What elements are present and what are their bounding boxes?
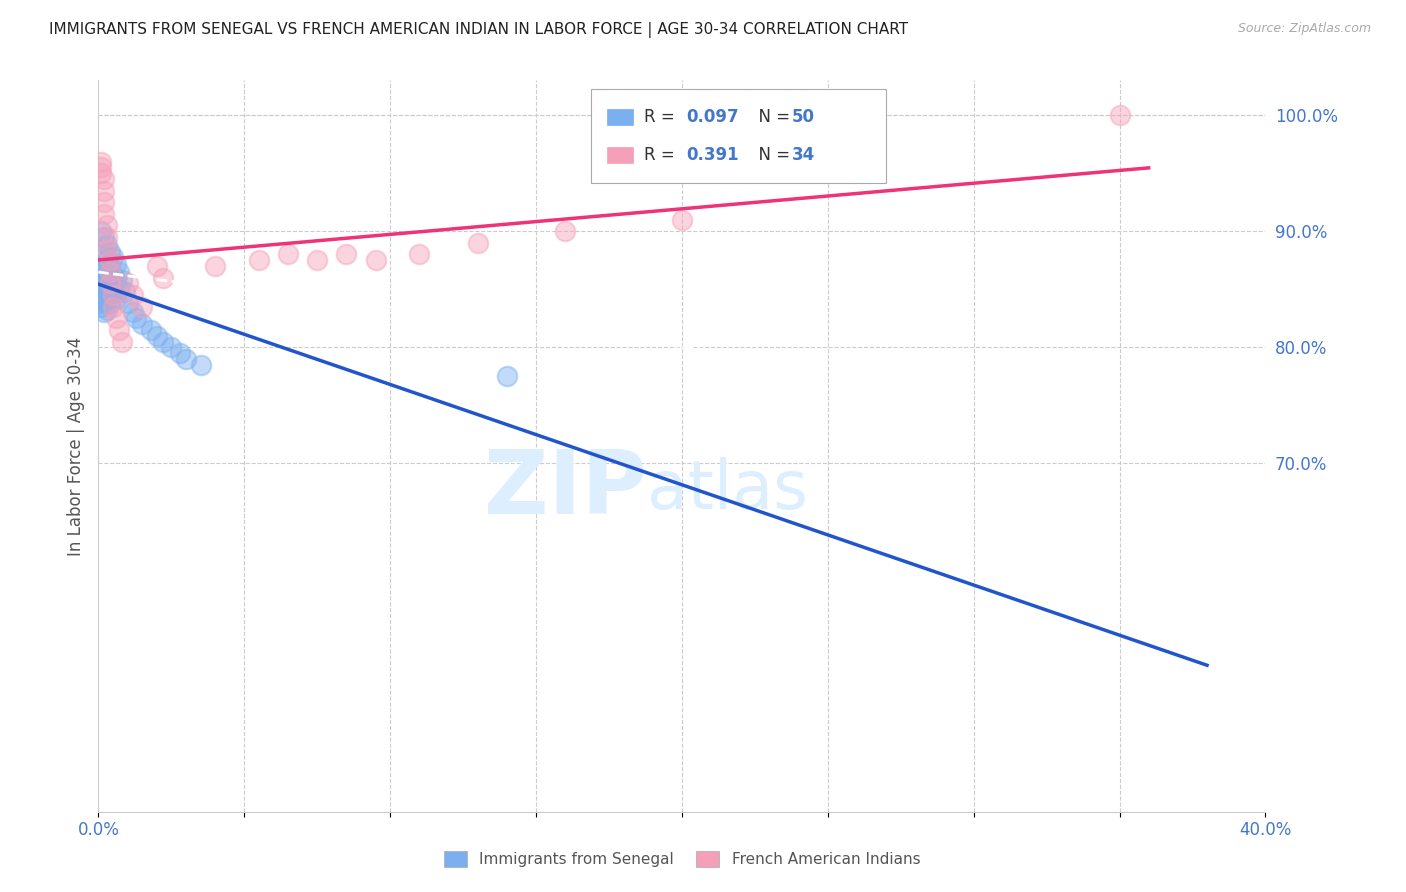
Point — [90, 277, 112, 291]
Point — [96, 285, 118, 299]
Point — [125, 311, 148, 326]
Point — [96, 268, 118, 283]
Point — [152, 270, 174, 285]
Point — [96, 242, 118, 256]
Point — [104, 273, 127, 287]
Text: atlas: atlas — [647, 457, 808, 523]
Text: N =: N = — [748, 109, 796, 127]
Point — [93, 288, 115, 302]
Point — [496, 369, 519, 384]
Point — [96, 253, 118, 268]
Point — [90, 259, 112, 273]
Point — [108, 265, 131, 279]
Text: N =: N = — [748, 145, 796, 163]
Text: R =: R = — [644, 145, 685, 163]
Point — [160, 340, 183, 354]
Point — [467, 235, 489, 250]
Point — [98, 273, 121, 287]
Point — [98, 265, 121, 279]
Point — [90, 224, 112, 238]
Point — [104, 257, 127, 271]
Point — [114, 285, 136, 299]
Point — [152, 334, 174, 349]
Point — [96, 293, 118, 308]
Point — [117, 296, 139, 310]
Point — [98, 288, 121, 302]
Point — [111, 334, 134, 349]
Point — [93, 207, 115, 221]
Point — [93, 277, 115, 291]
Point — [101, 288, 124, 302]
Point — [101, 250, 124, 264]
Point — [90, 288, 112, 302]
Point — [108, 282, 131, 296]
Point — [93, 259, 115, 273]
Point — [93, 172, 115, 186]
Point — [98, 245, 121, 260]
Point — [90, 293, 112, 308]
Text: IMMIGRANTS FROM SENEGAL VS FRENCH AMERICAN INDIAN IN LABOR FORCE | AGE 30-34 COR: IMMIGRANTS FROM SENEGAL VS FRENCH AMERIC… — [49, 22, 908, 38]
Point — [90, 300, 112, 314]
Point — [146, 328, 169, 343]
Point — [554, 224, 576, 238]
Point — [204, 259, 226, 273]
Point — [108, 323, 131, 337]
Text: Source: ZipAtlas.com: Source: ZipAtlas.com — [1237, 22, 1371, 36]
Point — [408, 247, 430, 261]
Point — [93, 296, 115, 310]
Y-axis label: In Labor Force | Age 30-34: In Labor Force | Age 30-34 — [66, 336, 84, 556]
Point — [98, 277, 121, 291]
Point — [277, 247, 299, 261]
Point — [98, 259, 121, 273]
Point — [131, 317, 153, 331]
Point — [247, 253, 270, 268]
Text: 0.097: 0.097 — [686, 109, 738, 127]
Point — [90, 166, 112, 180]
Point — [93, 184, 115, 198]
Point — [96, 277, 118, 291]
Point — [93, 270, 115, 285]
Point — [101, 268, 124, 283]
Point — [104, 311, 127, 326]
Legend: Immigrants from Senegal, French American Indians: Immigrants from Senegal, French American… — [437, 846, 927, 873]
Point — [93, 195, 115, 210]
Point — [146, 259, 169, 273]
Point — [104, 292, 127, 306]
Point — [1108, 108, 1130, 122]
Point — [96, 219, 118, 233]
Text: R =: R = — [644, 109, 685, 127]
Text: ZIP: ZIP — [484, 446, 647, 533]
Point — [96, 303, 118, 318]
Point — [190, 358, 212, 372]
Point — [364, 253, 387, 268]
Point — [139, 323, 162, 337]
Text: 0.391: 0.391 — [686, 145, 738, 163]
Point — [174, 351, 197, 366]
Point — [98, 253, 121, 268]
Point — [122, 288, 145, 302]
Point — [307, 253, 329, 268]
Point — [335, 247, 357, 261]
Point — [117, 277, 139, 291]
Point — [98, 296, 121, 310]
Point — [111, 273, 134, 287]
Point — [90, 161, 112, 175]
Point — [131, 300, 153, 314]
Point — [101, 285, 124, 299]
Point — [671, 212, 693, 227]
Point — [90, 282, 112, 296]
Text: 34: 34 — [792, 145, 815, 163]
Point — [90, 154, 112, 169]
Point — [93, 305, 115, 319]
Text: 50: 50 — [792, 109, 814, 127]
Point — [93, 230, 115, 244]
Point — [93, 247, 115, 261]
Point — [122, 305, 145, 319]
Point — [96, 238, 118, 252]
Point — [169, 346, 191, 360]
Point — [90, 270, 112, 285]
Point — [96, 230, 118, 244]
Point — [101, 300, 124, 314]
